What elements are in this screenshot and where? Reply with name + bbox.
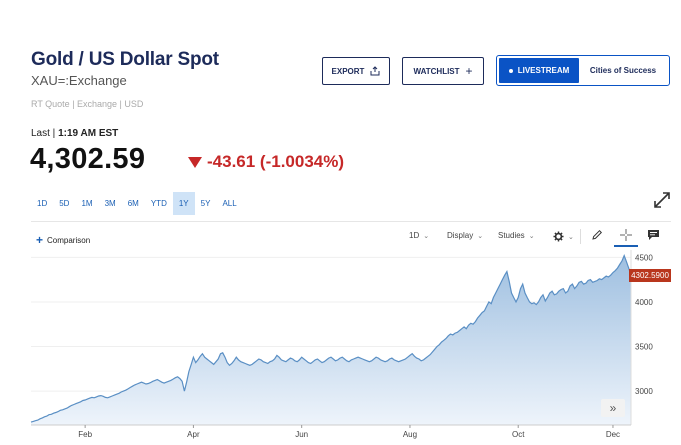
display-dropdown[interactable]: Display ⌄ [447,231,483,240]
chevron-down-icon: ⌄ [568,233,574,241]
export-button[interactable]: EXPORT [322,57,390,85]
price-change-value: -43.61 (-1.0034%) [207,152,345,171]
x-tick-label: Dec [606,430,620,439]
settings-dropdown[interactable]: ⌄ [553,231,574,242]
price-area [31,255,631,425]
range-6m[interactable]: 6M [127,199,139,208]
chevron-down-icon: ⌄ [528,232,535,240]
livestream-panel[interactable]: LIVESTREAM Cities of Success [496,55,670,86]
scroll-forward-button[interactable]: » [601,399,625,417]
comparison-label: Comparison [47,235,91,245]
chevron-down-icon: ⌄ [423,232,430,240]
pencil-icon[interactable] [591,229,603,241]
comment-icon[interactable] [647,229,660,241]
display-label: Display [447,231,474,240]
x-tick-label: Feb [78,430,92,439]
y-tick-label: 4000 [635,298,653,307]
last-label: Last | [31,128,59,139]
quote-source-info: RT Quote | Exchange | USD [31,99,144,109]
last-price: 4,302.59 [30,143,146,175]
down-arrow-icon [188,156,202,168]
current-price-tag: 4302.5900 [629,269,671,282]
livestream-show-link[interactable]: Cities of Success [589,66,657,75]
export-button-label: EXPORT [331,66,365,76]
time-range-selector: 1D 5D 1M 3M 6M YTD 1Y 5Y ALL [31,192,243,215]
last-time: 1:19 AM EST [58,128,119,139]
y-tick-label: 3500 [635,343,653,352]
x-tick-label: Jun [295,430,308,439]
crosshair-icon [620,229,632,241]
expand-icon[interactable] [653,191,671,209]
livestream-label: LIVESTREAM [517,66,570,75]
plus-icon: + [465,64,473,78]
x-tick-label: Aug [403,430,417,439]
chart-container [31,221,671,445]
y-tick-label: 4500 [635,253,653,262]
chevron-down-icon: ⌄ [477,232,484,240]
page-title: Gold / US Dollar Spot [31,49,219,70]
y-tick-label: 3000 [635,387,653,396]
last-trade-info: Last | 1:19 AM EST [31,128,118,139]
symbol-exchange: XAU=:Exchange [31,73,127,88]
livestream-button[interactable]: LIVESTREAM [499,58,579,83]
x-tick-label: Oct [512,430,525,439]
range-1m[interactable]: 1M [81,199,93,208]
price-change: -43.61 (-1.0034%) [188,152,344,172]
studies-label: Studies [498,231,525,240]
share-icon [370,66,380,76]
watchlist-button[interactable]: WATCHLIST + [402,57,484,85]
studies-dropdown[interactable]: Studies ⌄ [498,231,535,240]
comparison-button[interactable]: + Comparison [36,233,90,247]
crosshair-tool[interactable] [614,225,638,247]
live-dot-icon [508,68,513,73]
x-tick-label: Apr [187,430,200,439]
interval-dropdown[interactable]: 1D ⌄ [409,231,429,240]
range-all[interactable]: ALL [222,199,237,208]
toolbar-divider [580,229,581,244]
interval-label: 1D [409,231,420,240]
gear-icon [553,231,564,242]
range-1d[interactable]: 1D [37,199,48,208]
double-chevron-right-icon: » [609,401,617,415]
range-3m[interactable]: 3M [104,199,116,208]
range-5d[interactable]: 5D [59,199,70,208]
plus-icon: + [36,233,44,247]
range-ytd[interactable]: YTD [150,199,167,208]
range-5y[interactable]: 5Y [200,199,211,208]
watchlist-button-label: WATCHLIST [413,66,460,76]
range-1y[interactable]: 1Y [172,192,195,215]
price-line [30,253,632,423]
